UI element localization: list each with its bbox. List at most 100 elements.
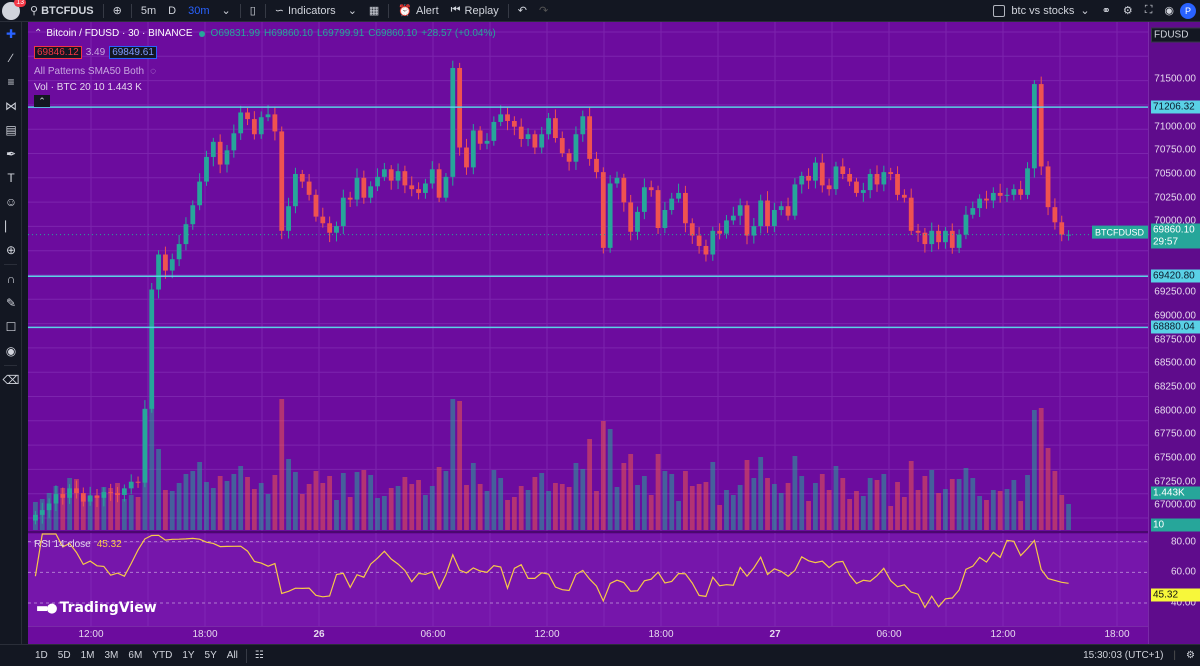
candle-body [936,230,941,243]
range-5d[interactable]: 5D [57,650,71,661]
text-icon[interactable]: T [7,171,15,185]
candle-body [368,186,374,198]
templates-button[interactable]: ▦ [363,0,385,22]
candle-body [840,166,846,175]
magnet-icon[interactable]: ∩ [6,272,16,286]
avatar[interactable]: P [1180,2,1196,19]
chart-pane[interactable]: BTCFDUSD [28,22,1148,644]
interval-5m[interactable]: 5m [140,4,157,17]
range-1d[interactable]: 1D [35,650,48,661]
undo-button[interactable]: ↶ [512,0,533,22]
stay-drawing-icon[interactable]: ✎ [5,296,17,310]
line-price-tag[interactable]: 69420.80 [1151,269,1200,283]
chart-canvas[interactable]: BTCFDUSD [28,22,1148,644]
volume-level-tag[interactable]: 10 [1151,518,1200,532]
alert-button[interactable]: ⏰ Alert [392,0,444,22]
chart-type-button[interactable]: ▯ [244,0,262,22]
line-price-tag[interactable]: 71206.32 [1151,100,1200,114]
snapshot-button[interactable]: ◉ [1158,0,1180,22]
range-5y[interactable]: 5Y [204,650,217,661]
range-1m[interactable]: 1M [80,650,95,661]
line-price-tag[interactable]: 68880.04 [1151,320,1200,334]
volume-bar [594,491,599,530]
symbol-search[interactable]: ⚲ BTCFDUS [24,0,100,22]
volume-bar [662,471,668,530]
fib-icon[interactable]: ≡ [7,75,15,89]
range-1y[interactable]: 1Y [182,650,195,661]
indicators-dropdown-icon[interactable]: ⌄ [347,5,357,17]
candle-body [539,134,545,148]
replay-button[interactable]: ⏮ Replay [445,0,505,22]
indicators-button[interactable]: ∽ Indicators [269,0,342,22]
volume-bar [80,496,86,530]
rsi-value-tag[interactable]: 45.32 [1151,588,1200,602]
last-price-tag[interactable]: 69860.10 [1151,223,1200,237]
lock-icon[interactable]: ☐ [5,320,17,334]
interval-30m[interactable]: 30m [188,4,210,17]
volume-bar [293,472,298,530]
volume-bar [600,421,606,530]
user-menu-icon[interactable]: 13 [2,0,26,20]
rsi-legend[interactable]: RSI 14 close 45.32 [34,539,122,550]
calendar-icon[interactable]: ☷ [254,650,264,661]
collapse-legend-button[interactable]: ⌃ [34,95,50,107]
volume-bar [101,487,107,530]
volume-legend[interactable]: Vol · BTC 20 10 1.443 K [34,82,142,93]
range-ytd[interactable]: YTD [152,650,173,661]
ruler-icon[interactable]: ⎸ [4,218,17,233]
price-axis[interactable]: FDUSD 71500.00 71000.00 70750.00 70500.00 70… [1148,22,1200,644]
time-tick-label: 18:00 [192,629,218,640]
compare-symbol-button[interactable]: ⊕ [107,0,128,22]
projection-icon[interactable]: ▤ [5,123,17,137]
candle-body [662,209,668,228]
range-3m[interactable]: 3M [104,650,119,661]
range-all[interactable]: All [226,650,238,661]
volume-axis-tag[interactable]: 1.443K [1151,486,1200,500]
candle-body [778,206,784,210]
settings-button[interactable]: ⚙ [1117,0,1139,22]
interval-dropdown-icon[interactable]: ⌄ [221,5,231,17]
pattern-icon[interactable]: ⋈ [5,99,17,113]
eye-icon[interactable]: ◉ [5,344,17,358]
hidden-eye-icon[interactable]: ◌ [150,66,157,77]
collapse-icon[interactable]: ⌃ [34,28,43,39]
candle-body [354,177,360,200]
settings-icon[interactable]: ⚙ [1186,650,1195,661]
volume-bar [970,478,976,530]
zoom-icon[interactable]: ⊕ [5,243,17,257]
layout-selector[interactable]: btc vs stocks ⌄ [987,0,1095,22]
interval-d[interactable]: D [168,4,177,17]
time-tick-label: 18:00 [648,629,674,640]
layout-checkbox[interactable] [993,4,1006,17]
candle-body [498,114,504,122]
time-axis[interactable]: 12:00 18:00 26 06:00 12:00 18:00 27 06:00 12:00 1… [28,626,1148,644]
brush-icon[interactable]: ✒ [5,147,17,161]
price-tick-label: 71000.00 [1154,121,1196,133]
trend-line-icon[interactable]: ∕ [9,51,12,65]
crosshair-icon[interactable]: ✚ [5,27,17,41]
volume-bar [354,472,360,530]
currency-label[interactable]: FDUSD [1151,27,1200,43]
redo-button[interactable]: ↷ [533,0,554,22]
candle-body [751,226,757,236]
range-6m[interactable]: 6M [128,650,143,661]
price-tick-label: 71500.00 [1154,73,1196,85]
volume-bar [806,501,811,530]
series-legend[interactable]: ⌃ Bitcoin / FDUSD · 30 · BINANCE O69831.… [34,28,496,39]
volume-bar [813,483,818,530]
volume-bar [826,490,832,530]
fullscreen-button[interactable]: ⛶ [1139,0,1159,22]
volume-bar [238,466,244,530]
patterns-legend[interactable]: All Patterns SMA50 Both ◌ [34,66,156,77]
buy-button[interactable]: 69849.61 [109,46,157,59]
trash-icon[interactable]: ⌫ [2,373,20,387]
price-tick-label: 70250.00 [1154,192,1196,204]
volume-bar [724,490,729,530]
sell-button[interactable]: 69846.12 [34,46,82,59]
bar-countdown-tag[interactable]: 29:57 [1151,235,1200,249]
emoji-icon[interactable]: ☺ [4,195,18,209]
volume-bar [539,473,545,530]
price-tick-label: 68500.00 [1154,357,1196,369]
tradingview-logo[interactable]: ▬● TradingView [36,600,157,616]
quick-search-button[interactable]: ⚭ [1096,0,1117,22]
